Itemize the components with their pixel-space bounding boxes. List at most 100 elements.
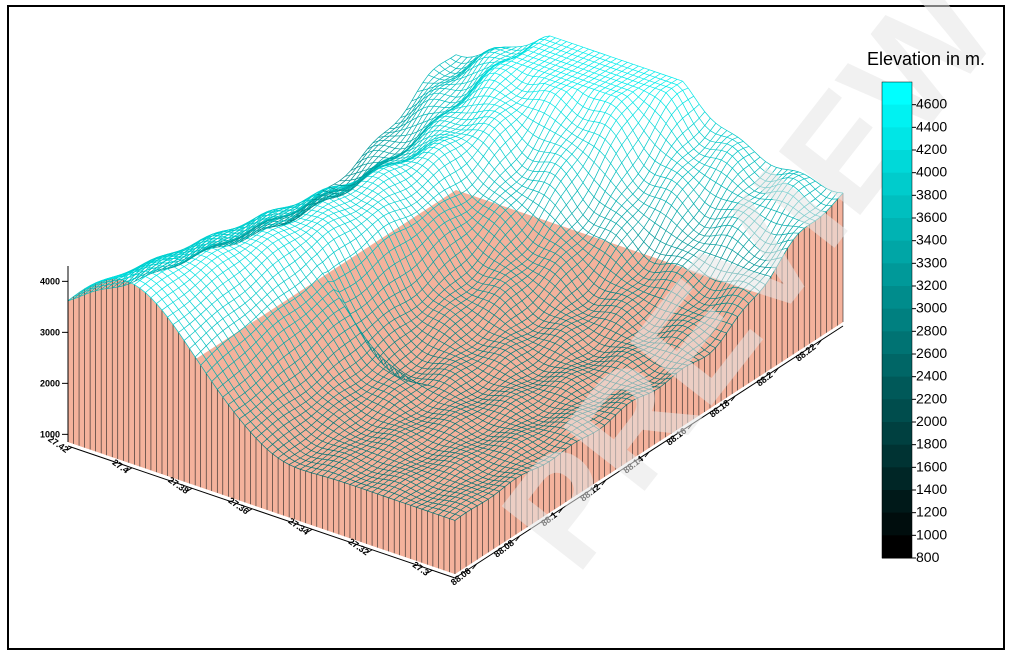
- mesh-line: [355, 362, 362, 371]
- mesh-line: [283, 281, 290, 291]
- mesh-line: [244, 366, 251, 376]
- mesh-line: [339, 176, 346, 182]
- mesh-line: [471, 420, 478, 425]
- mesh-line: [494, 68, 501, 74]
- mesh-line: [344, 380, 351, 388]
- mesh-line: [327, 293, 334, 302]
- mesh-line: [483, 96, 490, 105]
- mesh-line: [444, 432, 450, 436]
- mesh-line: [532, 448, 539, 453]
- mesh-line: [283, 435, 290, 442]
- mesh-line: [322, 376, 329, 384]
- mesh-line: [355, 349, 362, 359]
- mesh-line: [344, 357, 351, 367]
- mesh-line: [316, 212, 323, 218]
- mesh-line: [349, 340, 357, 351]
- mesh-line: [327, 459, 334, 462]
- mesh-line: [294, 286, 301, 295]
- mesh-line: [421, 475, 428, 479]
- mesh-line: [200, 243, 207, 250]
- mesh-line: [134, 269, 141, 276]
- mesh-line: [261, 287, 268, 295]
- mesh-line: [461, 57, 468, 64]
- mesh-line: [344, 436, 351, 441]
- mesh-line: [338, 361, 345, 371]
- mesh-line: [305, 446, 312, 451]
- mesh-line: [316, 201, 323, 206]
- mesh-line: [200, 291, 207, 298]
- mesh-line: [522, 60, 528, 66]
- mesh-line: [366, 450, 373, 454]
- mesh-line: [444, 409, 450, 411]
- mesh-line: [195, 248, 202, 255]
- mesh-line: [161, 268, 168, 273]
- mesh-line: [272, 391, 279, 400]
- mesh-line: [422, 82, 429, 91]
- mesh-line: [555, 39, 562, 44]
- mesh-line: [532, 435, 539, 440]
- mesh-line: [167, 261, 174, 267]
- mesh-line: [255, 268, 262, 276]
- mesh-line: [405, 412, 412, 417]
- mesh-line: [173, 251, 179, 256]
- mesh-line: [439, 61, 446, 66]
- mesh-line: [388, 470, 395, 472]
- mesh-line: [217, 348, 224, 358]
- mesh-line: [228, 287, 235, 292]
- mesh-line: [327, 401, 334, 406]
- mesh-line: [432, 502, 439, 505]
- mesh-line: [526, 438, 533, 443]
- mesh-line: [261, 299, 268, 307]
- mesh-line: [183, 294, 190, 302]
- mesh-line: [433, 72, 440, 78]
- mesh-line: [399, 477, 406, 480]
- mesh-line: [500, 55, 506, 60]
- mesh-line: [438, 402, 445, 405]
- mesh-line: [405, 152, 412, 158]
- mesh-line: [361, 188, 368, 194]
- mesh-line: [483, 51, 490, 58]
- mesh-line: [504, 427, 511, 430]
- mesh-line: [244, 352, 251, 362]
- mesh-line: [184, 262, 190, 267]
- mesh-line: [366, 176, 373, 182]
- mesh-line: [300, 358, 307, 368]
- mesh-line: [439, 94, 446, 101]
- mesh-line: [311, 361, 318, 371]
- mesh-line: [399, 488, 406, 493]
- mesh-line: [139, 283, 146, 289]
- mesh-line: [421, 499, 428, 502]
- mesh-line: [410, 487, 417, 492]
- mesh-line: [327, 435, 334, 440]
- mesh-line: [228, 228, 235, 231]
- mesh-line: [173, 254, 179, 259]
- mesh-line: [283, 228, 290, 231]
- mesh-line: [449, 461, 456, 464]
- mesh-line: [450, 102, 457, 108]
- mesh-line: [410, 461, 417, 465]
- mesh-line: [477, 437, 484, 440]
- mesh-line: [161, 305, 168, 311]
- mesh-line: [217, 253, 224, 258]
- mesh-line: [515, 464, 522, 467]
- mesh-line: [206, 256, 213, 262]
- mesh-line: [543, 448, 550, 452]
- mesh-line: [244, 379, 251, 389]
- mesh-line: [460, 439, 467, 443]
- mesh-line: [538, 50, 545, 55]
- mesh-line: [233, 388, 240, 397]
- mesh-line: [399, 450, 406, 454]
- mesh-line: [194, 356, 201, 366]
- mesh-line: [239, 252, 246, 258]
- mesh-line: [189, 245, 196, 252]
- mesh-line: [399, 421, 406, 425]
- mesh-line: [261, 227, 268, 232]
- mesh-line: [267, 229, 274, 233]
- mesh-line: [222, 236, 229, 239]
- mesh-line: [411, 142, 418, 150]
- mesh-line: [211, 249, 218, 254]
- mesh-line: [383, 390, 390, 395]
- mesh-line: [184, 250, 191, 257]
- mesh-line: [538, 438, 544, 443]
- mesh-line: [195, 280, 202, 286]
